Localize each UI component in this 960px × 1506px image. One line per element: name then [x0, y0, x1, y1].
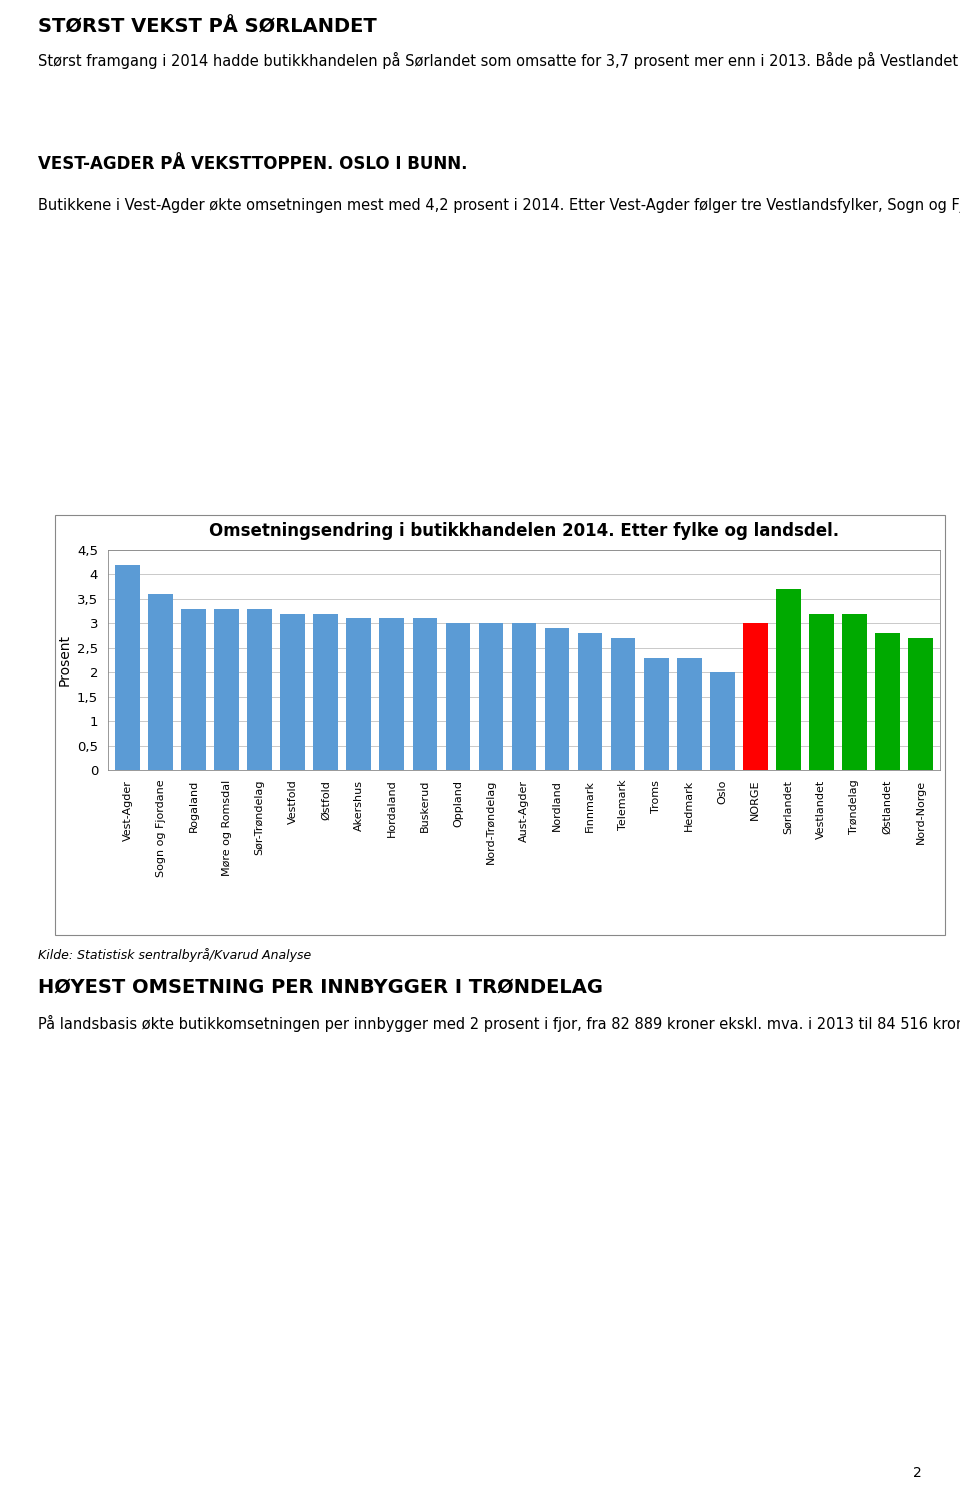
Bar [313, 613, 338, 770]
Bar [248, 608, 272, 770]
Bar [347, 619, 372, 770]
Bar [181, 608, 206, 770]
Bar [379, 619, 404, 770]
Bar [908, 639, 933, 770]
Text: 2: 2 [913, 1465, 922, 1480]
Bar [214, 608, 239, 770]
Text: Størst framgang i 2014 hadde butikkhandelen på Sørlandet som omsatte for 3,7 pro: Størst framgang i 2014 hadde butikkhande… [38, 53, 960, 69]
Bar [115, 565, 140, 770]
Bar [413, 619, 438, 770]
Bar [578, 633, 603, 770]
Bar [544, 628, 569, 770]
Bar [709, 672, 734, 770]
Bar [644, 658, 668, 770]
Bar [809, 613, 833, 770]
Text: Butikkene i Vest-Agder økte omsetningen mest med 4,2 prosent i 2014. Etter Vest-: Butikkene i Vest-Agder økte omsetningen … [38, 196, 960, 212]
Bar [611, 639, 636, 770]
Text: HØYEST OMSETNING PER INNBYGGER I TRØNDELAG: HØYEST OMSETNING PER INNBYGGER I TRØNDEL… [38, 977, 604, 997]
Text: STØRST VEKST PÅ SØRLANDET: STØRST VEKST PÅ SØRLANDET [38, 18, 377, 38]
Text: Kilde: Statistisk sentralbyrå/Kvarud Analyse: Kilde: Statistisk sentralbyrå/Kvarud Ana… [38, 947, 312, 962]
Text: VEST-AGDER PÅ VEKSTTOPPEN. OSLO I BUNN.: VEST-AGDER PÅ VEKSTTOPPEN. OSLO I BUNN. [38, 155, 468, 173]
Text: På landsbasis økte butikkomsetningen per innbygger med 2 prosent i fjor, fra 82 : På landsbasis økte butikkomsetningen per… [38, 1015, 960, 1032]
Text: Omsetningsendring i butikkhandelen 2014. Etter fylke og landsdel.: Omsetningsendring i butikkhandelen 2014.… [209, 521, 839, 539]
Bar [280, 613, 305, 770]
Bar [445, 623, 470, 770]
Bar [512, 623, 537, 770]
Y-axis label: Prosent: Prosent [58, 634, 71, 687]
Bar [842, 613, 867, 770]
Bar [875, 633, 900, 770]
Bar [677, 658, 702, 770]
Bar [479, 623, 503, 770]
Bar [776, 589, 801, 770]
Bar [148, 593, 173, 770]
Bar [743, 623, 768, 770]
